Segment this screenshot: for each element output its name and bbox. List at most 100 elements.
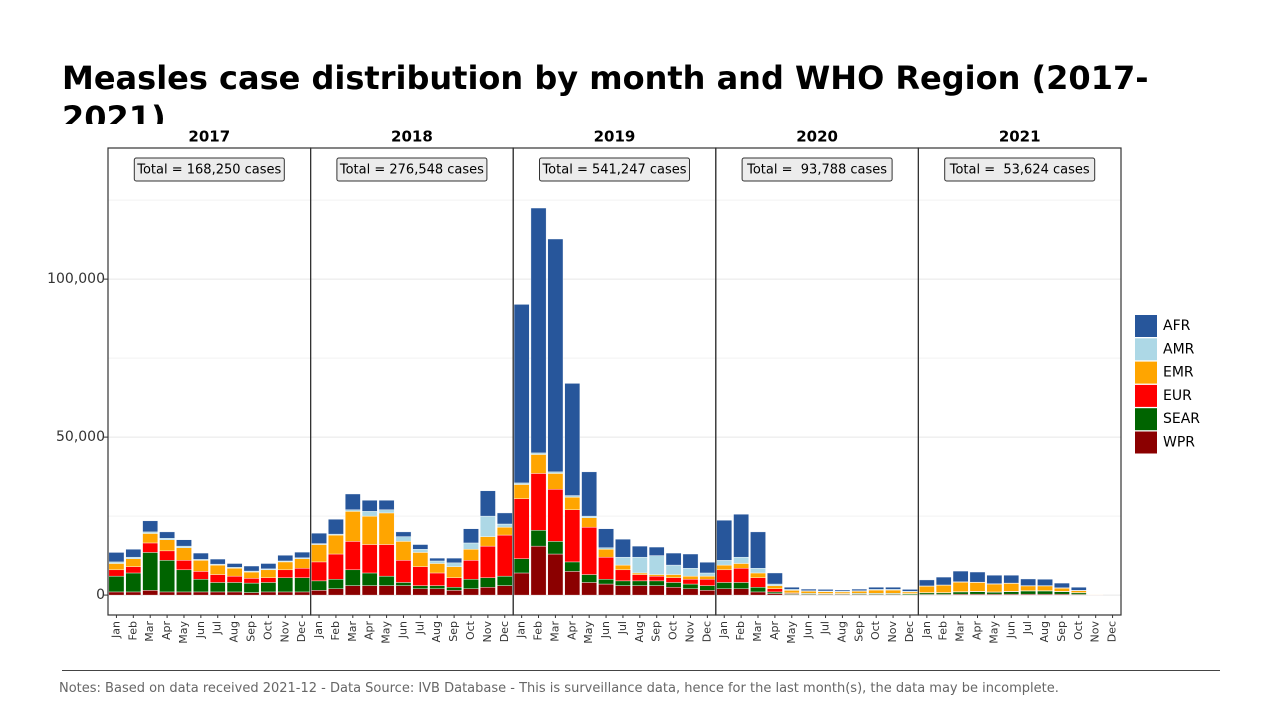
x-tick-group: Oct bbox=[1072, 620, 1085, 640]
facet-title: 2020 bbox=[796, 128, 838, 146]
bar-segment bbox=[463, 588, 479, 596]
bar-segment bbox=[513, 484, 530, 499]
bar-segment bbox=[952, 570, 969, 583]
bar-segment bbox=[429, 563, 446, 574]
annotation-box bbox=[336, 157, 488, 182]
bar-segment bbox=[564, 496, 581, 510]
bar-segment bbox=[1054, 582, 1070, 589]
x-tick-label: Jun bbox=[599, 621, 612, 639]
bar-segment bbox=[480, 545, 496, 578]
bar-segment bbox=[142, 520, 159, 533]
bar-segment bbox=[530, 530, 547, 547]
bar-segment bbox=[243, 582, 260, 593]
x-tick-group: Jun bbox=[396, 621, 409, 639]
bar-segment bbox=[395, 531, 412, 537]
x-tick-group: Dec bbox=[903, 621, 916, 642]
bar-segment bbox=[1054, 591, 1070, 595]
bar-segment bbox=[142, 552, 159, 591]
x-tick-group: Feb bbox=[126, 621, 139, 640]
bar-segment bbox=[986, 574, 1003, 584]
bar-segment bbox=[1020, 590, 1036, 595]
x-tick-group: Dec bbox=[295, 621, 308, 642]
x-tick-group: Apr bbox=[768, 621, 781, 641]
x-tick-group: Oct bbox=[869, 620, 882, 640]
bar-segment bbox=[328, 534, 344, 555]
x-tick-label: Jan bbox=[312, 621, 325, 639]
bar-segment bbox=[750, 577, 766, 588]
bar-segment bbox=[513, 482, 530, 485]
bar-segment bbox=[986, 583, 1003, 593]
x-tick-group: Dec bbox=[700, 621, 713, 642]
bar-segment bbox=[159, 560, 175, 593]
annotation: Total = 541,247 cases bbox=[541, 163, 686, 178]
x-tick-group: Jan bbox=[920, 621, 933, 639]
bar-segment bbox=[547, 553, 564, 596]
bar-segment bbox=[902, 591, 918, 594]
bar-segment bbox=[648, 575, 665, 582]
x-tick-group: Aug bbox=[1038, 621, 1051, 642]
bar-segment bbox=[598, 549, 614, 558]
bar-segment bbox=[665, 577, 682, 583]
x-tick-label: Nov bbox=[481, 621, 494, 643]
bar-segment bbox=[480, 490, 496, 517]
x-tick-label: Feb bbox=[734, 621, 747, 640]
x-tick-group: Feb bbox=[734, 621, 747, 640]
bar-segment bbox=[277, 591, 294, 596]
bar-segment bbox=[1054, 587, 1070, 592]
bar-segment bbox=[176, 591, 192, 596]
bar-segment bbox=[564, 509, 581, 563]
bar-segment bbox=[783, 586, 800, 590]
bar-segment bbox=[412, 588, 429, 596]
bar-segment bbox=[969, 571, 986, 583]
bar-segment bbox=[125, 566, 142, 574]
bar-segment bbox=[480, 536, 496, 547]
x-tick-group: May bbox=[785, 621, 798, 644]
x-tick-group: Oct bbox=[464, 620, 477, 640]
annotation: Total = 53,624 cases bbox=[949, 163, 1090, 178]
bar-segment bbox=[682, 553, 699, 569]
x-tick-label: Apr bbox=[768, 621, 781, 641]
bar-segment bbox=[125, 549, 142, 558]
bar-segment bbox=[429, 557, 446, 562]
x-tick-group: Feb bbox=[532, 621, 545, 640]
bar-segment bbox=[598, 579, 614, 585]
bar-segment bbox=[632, 572, 648, 575]
y-tick-label: 100,000 bbox=[47, 271, 105, 287]
legend-label: AFR bbox=[1163, 318, 1191, 334]
bar-segment bbox=[226, 575, 243, 583]
y-tick-label: 50,000 bbox=[56, 429, 105, 445]
bar-segment bbox=[817, 591, 834, 594]
x-tick-group: Mar bbox=[954, 621, 967, 642]
bar-segment bbox=[294, 577, 310, 593]
bar-segment bbox=[361, 544, 378, 574]
bar-segment bbox=[716, 588, 733, 596]
bar-segment bbox=[682, 575, 699, 580]
bar-segment bbox=[682, 568, 699, 577]
annotation-box bbox=[133, 157, 285, 182]
x-tick-group: Apr bbox=[363, 621, 376, 641]
bar-segment bbox=[345, 541, 361, 571]
bar-segment bbox=[480, 515, 496, 537]
x-tick-label: Apr bbox=[970, 621, 983, 641]
bar-segment bbox=[733, 568, 749, 583]
x-tick-label: Feb bbox=[329, 621, 342, 640]
bar-segment bbox=[750, 531, 766, 569]
bar-segment bbox=[648, 555, 665, 575]
bar-segment bbox=[598, 547, 614, 550]
x-tick-group: Jul bbox=[819, 621, 832, 635]
bar-segment bbox=[648, 580, 665, 586]
bar-segment bbox=[277, 555, 294, 562]
bar-segment bbox=[935, 576, 952, 586]
bar-segment bbox=[361, 500, 378, 512]
x-tick-label: May bbox=[987, 621, 1000, 644]
bar-segment bbox=[176, 569, 192, 593]
bar-segment bbox=[598, 583, 614, 596]
x-tick-label: Oct bbox=[869, 620, 882, 640]
x-tick-label: Jul bbox=[616, 621, 629, 635]
x-tick-group: Nov bbox=[481, 621, 494, 643]
bar-segment bbox=[1003, 583, 1020, 592]
legend-swatch bbox=[1135, 408, 1157, 431]
bar-segment bbox=[581, 517, 597, 528]
x-tick-label: Jul bbox=[211, 621, 224, 635]
x-tick-label: Jul bbox=[1021, 621, 1034, 635]
